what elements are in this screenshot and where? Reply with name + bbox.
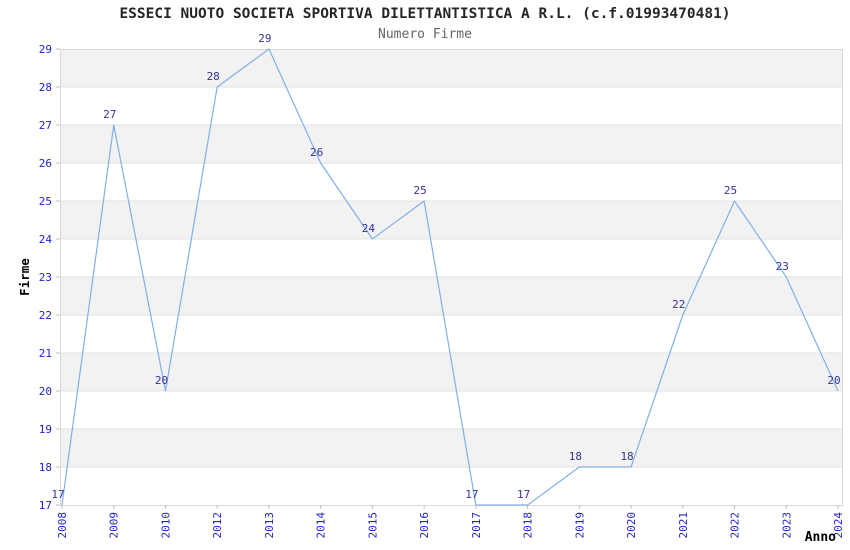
chart-title: ESSECI NUOTO SOCIETA SPORTIVA DILETTANTI… [119, 6, 731, 22]
x-tick-label: 2017 [470, 512, 483, 539]
plot-border [60, 49, 843, 506]
point-label: 20 [827, 374, 840, 387]
y-tick-label: 24 [39, 233, 53, 246]
x-tick-label: 2021 [677, 512, 690, 539]
y-tick-label: 26 [39, 157, 52, 170]
point-label: 29 [258, 32, 271, 45]
x-tick-label: 2013 [263, 512, 276, 539]
point-label: 25 [414, 184, 427, 197]
y-tick-label: 21 [39, 347, 52, 360]
plot-band [60, 315, 843, 353]
y-axis-ticks: 17 18 19 20 21 22 23 24 25 26 27 28 29 [39, 43, 60, 512]
point-label: 20 [155, 374, 168, 387]
x-tick-label: 2016 [418, 512, 431, 539]
x-tick-label: 2022 [729, 512, 742, 539]
point-label: 17 [517, 488, 530, 501]
y-tick-label: 18 [39, 461, 52, 474]
y-tick-label: 28 [39, 81, 52, 94]
x-axis-ticks: 2008 2009 2010 2012 2013 2014 2015 2016 2017 2018… [56, 505, 845, 539]
point-label: 23 [776, 260, 789, 273]
y-tick-label: 25 [39, 195, 52, 208]
point-label: 28 [207, 70, 220, 83]
plot-band [60, 49, 843, 87]
point-labels: 17 27 20 28 29 26 24 25 17 17 18 18 22 25 23 20 [51, 32, 840, 501]
x-tick-label: 2009 [108, 512, 121, 539]
y-tick-label: 20 [39, 385, 52, 398]
plot-bands [60, 49, 843, 505]
series-line [61, 48, 839, 506]
x-tick-label: 2020 [625, 512, 638, 539]
y-tick-label: 22 [39, 309, 52, 322]
plot-band [60, 277, 843, 315]
x-tick-label: 2015 [366, 512, 379, 539]
point-label: 17 [51, 488, 64, 501]
plot-band [60, 239, 843, 277]
plot-band [60, 429, 843, 467]
plot-band [60, 125, 843, 163]
plot-band [60, 391, 843, 429]
point-label: 25 [724, 184, 737, 197]
x-tick-label: 2019 [573, 512, 586, 539]
x-tick-label: 2008 [56, 512, 69, 539]
point-label: 17 [465, 488, 478, 501]
x-tick-label: 2023 [780, 512, 793, 539]
y-tick-label: 27 [39, 119, 52, 132]
point-label: 26 [310, 146, 323, 159]
y-tick-label: 19 [39, 423, 52, 436]
point-label: 27 [103, 108, 116, 121]
point-label: 18 [620, 450, 633, 463]
x-tick-label: 2014 [315, 512, 328, 539]
point-label: 24 [362, 222, 376, 235]
y-tick-label: 17 [39, 499, 52, 512]
chart-subtitle: Numero Firme [378, 27, 472, 42]
y-tick-label: 23 [39, 271, 52, 284]
point-label: 22 [672, 298, 685, 311]
y-axis-label: Firme [17, 258, 32, 296]
plot-band [60, 87, 843, 125]
x-tick-label: 2024 [832, 512, 845, 539]
y-tick-label: 29 [39, 43, 52, 56]
plot-band [60, 467, 843, 505]
x-tick-label: 2010 [159, 512, 172, 539]
x-tick-label: 2012 [211, 512, 224, 539]
plot-band [60, 163, 843, 201]
grid-lines [60, 86, 843, 468]
x-axis-label: Anno [805, 530, 836, 545]
x-tick-label: 2018 [522, 512, 535, 539]
point-label: 18 [569, 450, 582, 463]
plot-band [60, 201, 843, 239]
